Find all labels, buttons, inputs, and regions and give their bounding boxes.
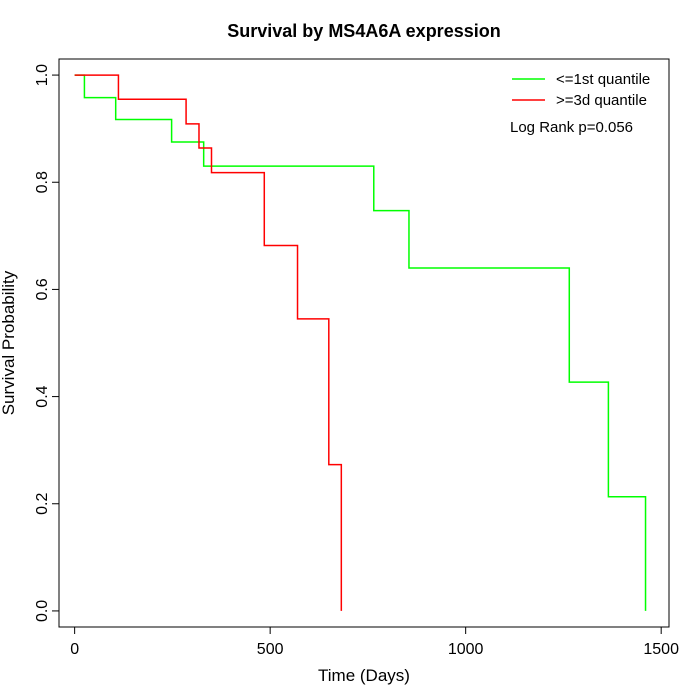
x-tick-label: 500	[257, 641, 284, 658]
logrank-annotation: Log Rank p=0.056	[510, 119, 633, 136]
x-tick-label: 1000	[448, 641, 484, 658]
series-layer	[74, 74, 647, 611]
x-tick-label: 1500	[643, 641, 679, 658]
survival-curve-high	[74, 74, 343, 611]
plot-frame	[58, 58, 670, 628]
y-tick-label: 0.8	[34, 171, 51, 193]
y-tick-label: 0.6	[34, 278, 51, 300]
y-axis-label: Survival Probability	[0, 270, 18, 415]
legend-label-high: >=3d quantile	[556, 92, 647, 109]
x-axis-label: Time (Days)	[318, 666, 410, 685]
legend-label-low: <=1st quantile	[556, 71, 650, 88]
y-axis: 0.0 0.2 0.4 0.6 0.8 1.0	[34, 64, 60, 622]
y-tick-label: 0.0	[34, 600, 51, 622]
survival-curve-low	[74, 74, 647, 611]
x-tick-label: 0	[70, 641, 79, 658]
y-tick-label: 1.0	[34, 64, 51, 86]
legend: <=1st quantile >=3d quantile Log Rank p=…	[510, 71, 650, 136]
y-tick-label: 0.2	[34, 493, 51, 515]
y-tick-label: 0.4	[34, 385, 51, 407]
x-axis: 0 500 1000 1500	[70, 626, 679, 658]
chart-title: Survival by MS4A6A expression	[227, 21, 500, 41]
